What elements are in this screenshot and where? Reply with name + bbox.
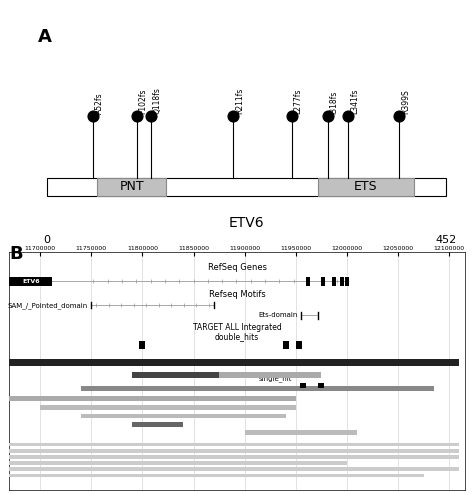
Text: single_hit: single_hit	[259, 376, 292, 382]
Text: SAM_/_Pointed_domain: SAM_/_Pointed_domain	[8, 302, 88, 308]
Text: F102fs: F102fs	[139, 89, 148, 114]
Text: RefSeq Genes: RefSeq Genes	[208, 263, 266, 272]
Bar	[300, 383, 306, 388]
Point	[344, 112, 352, 120]
Bar	[345, 277, 349, 286]
Text: A52fs: A52fs	[94, 93, 103, 114]
Bar	[306, 277, 310, 286]
Point	[89, 112, 97, 120]
Text: I318fs: I318fs	[329, 91, 338, 114]
Point	[133, 112, 141, 120]
Bar	[139, 342, 146, 349]
Text: double_hits: double_hits	[215, 332, 259, 341]
Text: TARGET ALL Integrated: TARGET ALL Integrated	[192, 323, 282, 332]
Text: L341fs: L341fs	[350, 89, 359, 114]
Bar	[132, 422, 183, 427]
Text: ETS: ETS	[354, 180, 378, 193]
Bar	[9, 455, 459, 459]
Bar	[296, 342, 302, 349]
Bar	[9, 443, 459, 446]
Text: PNT: PNT	[119, 180, 144, 193]
Bar	[97, 178, 166, 196]
Bar	[219, 372, 321, 378]
Bar	[332, 277, 336, 286]
Point	[288, 112, 295, 120]
Bar	[245, 430, 357, 435]
Bar	[283, 342, 289, 349]
Text: ETV6: ETV6	[228, 215, 264, 230]
Bar	[47, 178, 446, 196]
Bar	[132, 372, 219, 378]
Bar	[81, 386, 434, 392]
Point	[147, 112, 155, 120]
Text: L277fs: L277fs	[293, 89, 302, 114]
Bar	[321, 277, 326, 286]
Text: R211fs: R211fs	[235, 88, 244, 114]
Bar	[9, 449, 459, 452]
Text: Ets-domain: Ets-domain	[258, 312, 298, 318]
Point	[396, 112, 403, 120]
Bar	[319, 383, 324, 388]
Bar	[9, 461, 347, 465]
Bar	[340, 277, 344, 286]
Text: B: B	[9, 245, 23, 263]
Bar	[318, 178, 413, 196]
Point	[324, 112, 332, 120]
Bar	[9, 467, 459, 471]
Text: A: A	[38, 28, 52, 46]
Bar	[9, 396, 296, 401]
Text: R399S: R399S	[401, 89, 410, 114]
Bar	[9, 474, 424, 478]
Text: ETV6: ETV6	[22, 279, 40, 284]
Text: Q118fs: Q118fs	[153, 87, 162, 114]
Bar	[9, 277, 53, 286]
Bar	[40, 405, 296, 410]
Point	[229, 112, 237, 120]
Text: Refseq Motifs: Refseq Motifs	[209, 290, 265, 299]
Bar	[81, 414, 285, 418]
Bar	[9, 359, 459, 366]
